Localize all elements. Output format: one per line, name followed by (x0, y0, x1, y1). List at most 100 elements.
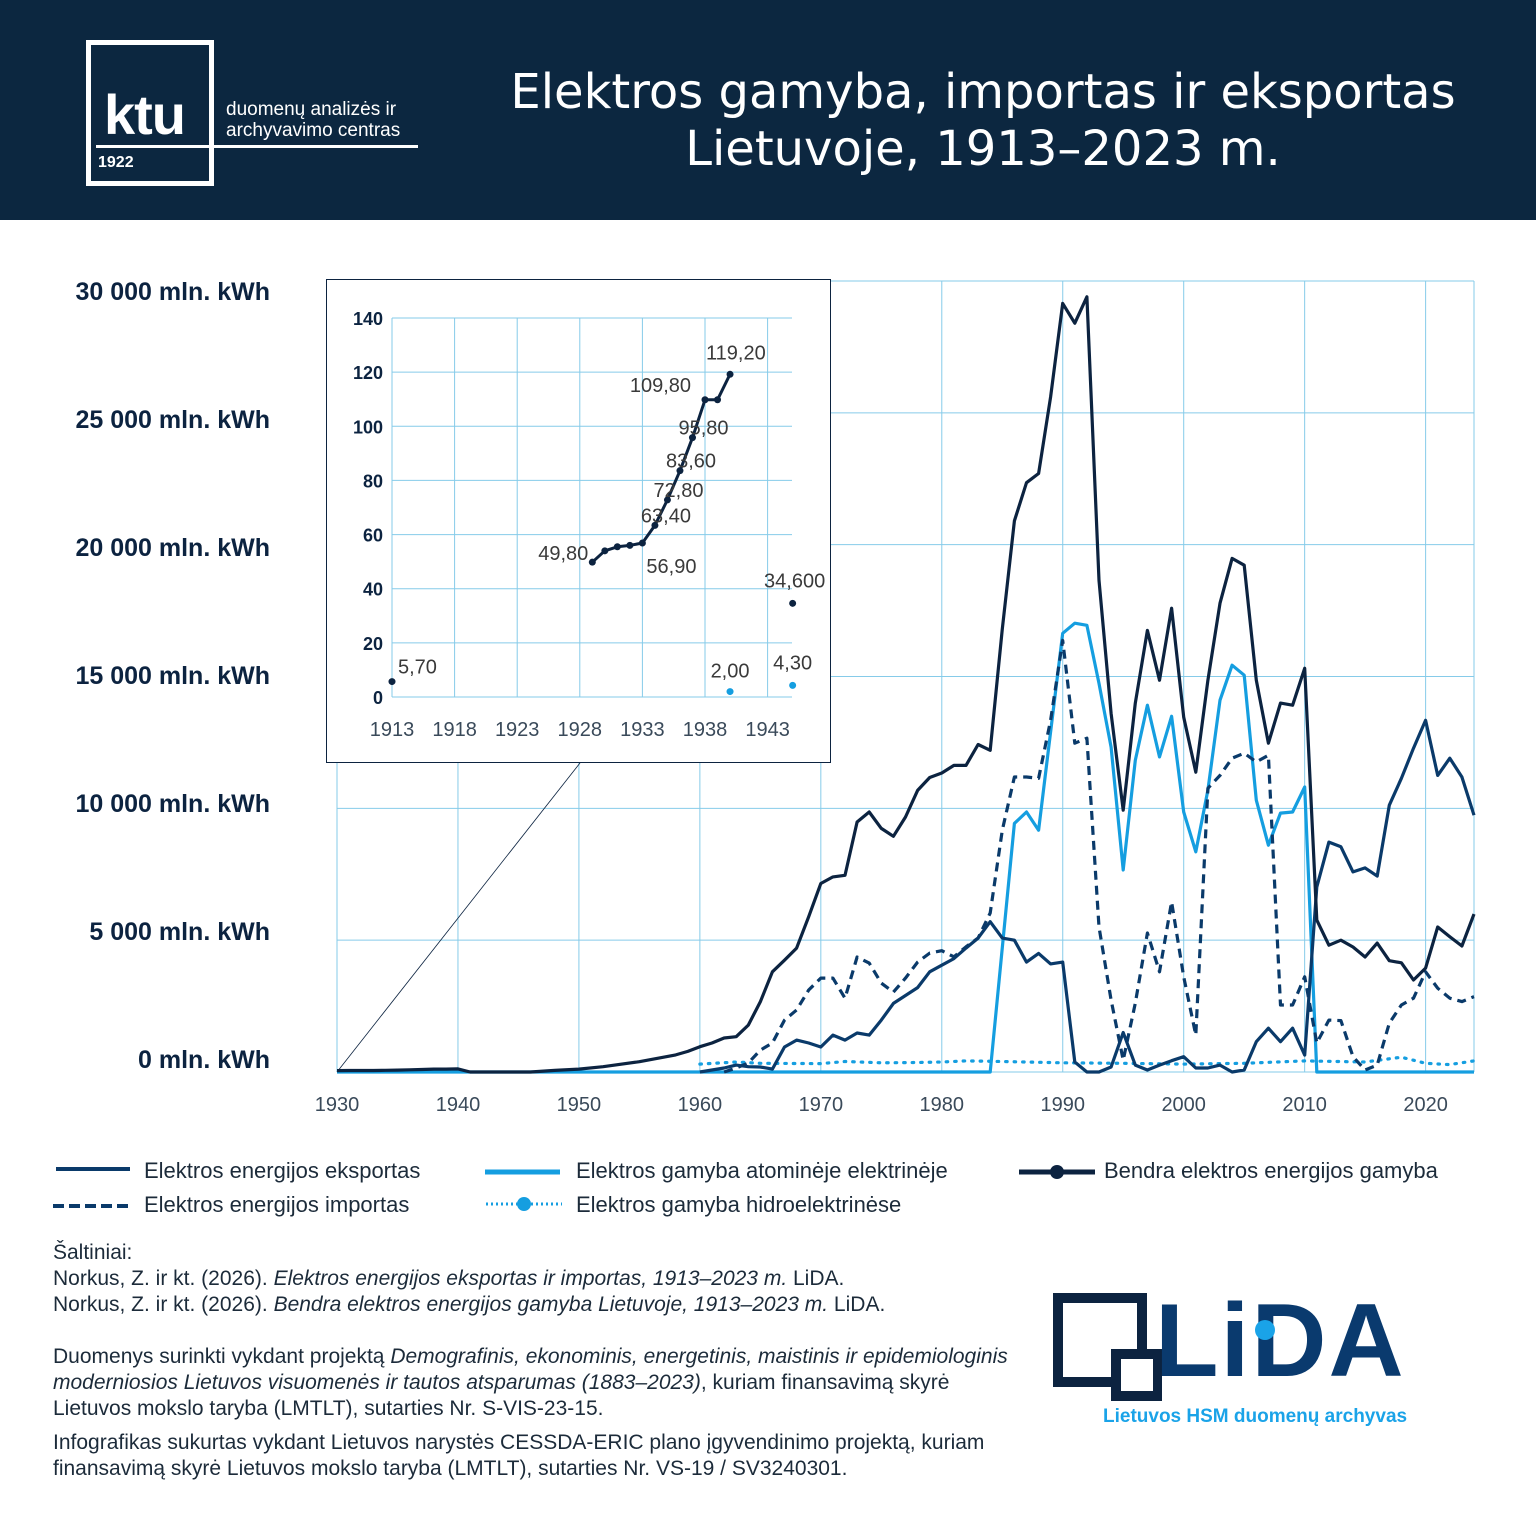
y-tick-label: 0 mln. kWh (138, 1046, 270, 1074)
source-item: Norkus, Z. ir kt. (2026). Elektros energ… (53, 1266, 1013, 1292)
x-tick-label: 1990 (1040, 1094, 1085, 1116)
source-author: Norkus, Z. ir kt. (2026). (53, 1293, 274, 1316)
inset-total-point (388, 678, 396, 686)
project-note: Duomenys surinkti vykdant projektą Demog… (53, 1344, 1013, 1422)
x-tick-label: 1960 (678, 1094, 723, 1116)
ktu-logo-year: 1922 (98, 154, 134, 171)
inset-data-label: 119,20 (706, 342, 766, 364)
series-import-line (723, 638, 1475, 1074)
inset-total-point (688, 434, 696, 442)
inset-y-tick-label: 20 (363, 634, 383, 654)
inset-data-label: 5,70 (398, 657, 437, 679)
sources-heading: Šaltiniai: (53, 1241, 133, 1264)
inset-chart: 0 20 40 60 80 100 120 140 1913 1918 1923 1928 1933 19… (326, 279, 831, 763)
inset-total-point (651, 521, 659, 529)
legend-label: Elektros energijos eksportas (144, 1158, 421, 1183)
source-publisher: LiDA. (787, 1267, 845, 1290)
y-tick-label: 5 000 mln. kWh (89, 918, 270, 946)
y-tick-label: 15 000 mln. kWh (75, 662, 270, 690)
lida-logo-word: LiDA (1155, 1282, 1406, 1401)
legend-item-hydro: Elektros gamyba hidroelektrinėse (576, 1192, 901, 1218)
inset-total-point (613, 543, 621, 551)
x-tick-label: 1930 (315, 1094, 360, 1116)
footnotes: Šaltiniai: Norkus, Z. ir kt. (2026). Ele… (53, 1240, 1013, 1482)
inset-y-tick-label: 80 (363, 471, 383, 491)
inset-x-tick-label: 1928 (558, 719, 603, 741)
series-nuclear-line (337, 621, 1474, 1074)
inset-data-label: 72,80 (653, 480, 703, 502)
y-tick-label: 30 000 mln. kWh (75, 278, 270, 306)
title-line2: Lietuvoje, 1913–2023 m. (685, 121, 1281, 177)
legend-marker-hydro (517, 1197, 531, 1211)
inset-y-tick-label: 120 (353, 363, 383, 383)
inset-x-tick-label: 1938 (683, 719, 728, 741)
inset-hydro-point (789, 681, 797, 689)
inset-y-tick-label: 100 (353, 417, 383, 437)
inset-x-tick-label: 1933 (620, 719, 665, 741)
source-title: Bendra elektros energijos gamyba Lietuvo… (273, 1293, 829, 1316)
inset-hydro-point (726, 688, 734, 696)
x-tick-label: 1950 (557, 1094, 602, 1116)
inset-x-tick-label: 1918 (432, 719, 477, 741)
project-note-prefix: Duomenys surinkti vykdant projektą (53, 1345, 391, 1368)
x-tick-label: 1980 (920, 1094, 965, 1116)
inset-total-point (601, 547, 609, 555)
lida-logo-subtitle: Lietuvos HSM duomenų archyvas (1103, 1406, 1408, 1427)
inset-y-tick-label: 0 (373, 688, 383, 708)
lida-word-text: LiDA (1155, 1283, 1406, 1399)
ktu-subtitle-line1: duomenų analizės ir (226, 99, 397, 120)
project-note-suffix: , kuriam finansavimą skyrė Lietuvos moks… (53, 1371, 950, 1420)
inset-total-point (638, 539, 646, 547)
inset-y-tick-label: 60 (363, 526, 383, 546)
inset-total-point (663, 496, 671, 504)
legend-item-nuclear: Elektros gamyba atominėje elektrinėje (576, 1158, 948, 1184)
source-publisher: LiDA. (828, 1293, 886, 1316)
legend-label: Bendra elektros energijos gamyba (1104, 1158, 1438, 1183)
source-item: Norkus, Z. ir kt. (2026). Bendra elektro… (53, 1292, 1013, 1318)
header: ktu 1922 duomenų analizės ir archyvavimo… (0, 0, 1536, 220)
inset-total-point (626, 541, 634, 549)
inset-data-label: 63,40 (641, 505, 691, 527)
infographic-note: Infografikas sukurtas vykdant Lietuvos n… (53, 1431, 985, 1480)
ktu-logo-rule (96, 145, 418, 148)
ktu-subtitle-line2: archyvavimo centras (226, 120, 401, 141)
legend-item-total: Bendra elektros energijos gamyba (1104, 1158, 1438, 1184)
series-total-line (336, 295, 1476, 1074)
inset-total-point (676, 467, 684, 475)
x-tick-label: 2020 (1403, 1094, 1448, 1116)
inset-y-tick-label: 140 (353, 309, 383, 329)
x-tick-label: 1940 (436, 1094, 481, 1116)
legend-item-import: Elektros energijos importas (144, 1192, 409, 1218)
inset-data-label: 95,80 (678, 418, 728, 440)
lida-logo: LiDA Lietuvos HSM duomenų archyvas (1050, 1283, 1450, 1430)
title-line1: Elektros gamyba, importas ir eksportas (510, 64, 1456, 120)
inset-total-point (726, 370, 734, 378)
lida-squares-icon (1053, 1293, 1162, 1401)
inset-data-label: 2,00 (711, 661, 750, 683)
page-title: Elektros gamyba, importas ir eksportas L… (480, 64, 1486, 178)
inset-x-tick-label: 1923 (495, 719, 540, 741)
inset-data-label: 83,60 (666, 451, 716, 473)
legend-label: Elektros energijos importas (144, 1192, 410, 1217)
y-tick-label: 20 000 mln. kWh (75, 534, 270, 562)
x-tick-label: 1970 (799, 1094, 844, 1116)
inset-x-tick-label: 1913 (370, 719, 415, 741)
legend-label: Elektros gamyba hidroelektrinėse (576, 1192, 902, 1217)
inset-data-label: 49,80 (538, 543, 588, 565)
y-tick-label: 10 000 mln. kWh (75, 790, 270, 818)
inset-data-label: 56,90 (646, 556, 696, 578)
inset-frame (326, 279, 831, 763)
x-tick-label: 2010 (1282, 1094, 1327, 1116)
series-export-line (699, 718, 1476, 1074)
inset-data-label: 109,80 (630, 375, 691, 397)
source-author: Norkus, Z. ir kt. (2026). (53, 1267, 274, 1290)
ktu-logo-subtitle: duomenų analizės ir archyvavimo centras (226, 99, 400, 141)
project-title: Demografinis, ekonominis, energetinis, m… (53, 1345, 1008, 1394)
legend-swatches (53, 1165, 1095, 1211)
x-tick-label: 2000 (1161, 1094, 1206, 1116)
y-tick-label: 25 000 mln. kWh (75, 406, 270, 434)
inset-total-point (789, 599, 797, 607)
legend-item-export: Elektros energijos eksportas (144, 1158, 420, 1184)
legend-label: Elektros gamyba atominėje elektrinėje (576, 1158, 948, 1183)
